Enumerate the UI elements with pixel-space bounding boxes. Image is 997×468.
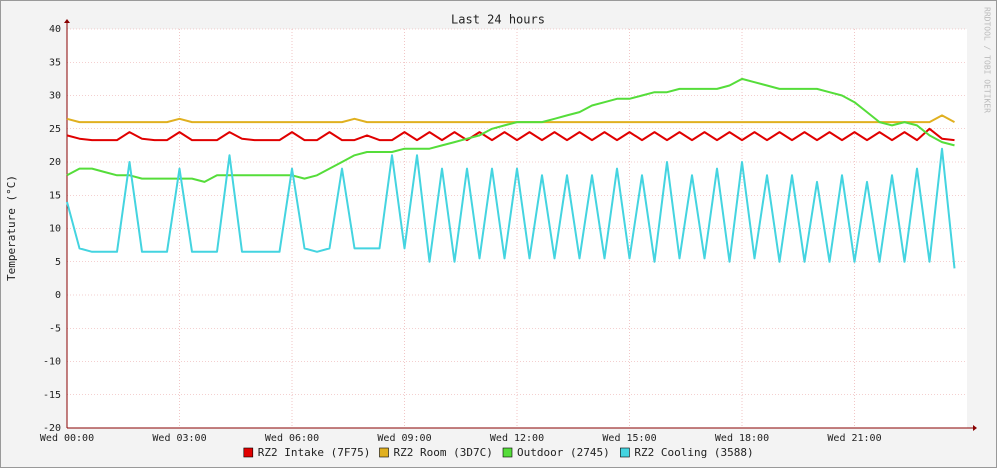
legend: RZ2 Intake (7F75) RZ2 Room (3D7C) Outdoor … (243, 446, 754, 459)
y-tick-label: 5 (55, 257, 61, 268)
x-tick-label: Wed 15:00 (602, 433, 656, 444)
series-line (66, 114, 955, 124)
y-tick-label: -5 (49, 323, 61, 334)
legend-swatch (502, 447, 513, 458)
x-tick-label: Wed 09:00 (377, 433, 431, 444)
series-line (66, 77, 955, 183)
legend-swatch (379, 447, 389, 458)
y-tick-label: -20 (43, 423, 61, 434)
x-tick-label: Wed 06:00 (265, 433, 319, 444)
y-axis-label: Temperature (°C) (5, 175, 18, 281)
y-tick-label: 0 (55, 290, 61, 301)
y-tick-label: -15 (43, 390, 61, 401)
legend-label: RZ2 Cooling (3588) (634, 446, 753, 459)
x-tick-label: Wed 12:00 (490, 433, 544, 444)
legend-swatch (620, 447, 630, 458)
y-tick-label: 35 (49, 57, 61, 68)
series-line (66, 147, 956, 269)
legend-label: RZ2 Room (3D7C) (394, 446, 493, 459)
y-tick-label: 15 (49, 190, 61, 201)
axis-arrow (64, 19, 70, 23)
series-line (66, 127, 955, 142)
chart-title: Last 24 hours (451, 13, 545, 27)
watermark: RRDTOOL / TOBI OETIKER (983, 7, 992, 113)
x-tick-label: Wed 18:00 (715, 433, 769, 444)
x-tick-label: Wed 00:00 (40, 433, 94, 444)
x-tick-label: Wed 21:00 (827, 433, 881, 444)
y-tick-label: 20 (49, 157, 61, 168)
legend-label: Outdoor (2745) (517, 446, 610, 459)
y-tick-label: 30 (49, 91, 61, 102)
x-tick-label: Wed 03:00 (152, 433, 206, 444)
y-tick-label: -10 (43, 357, 61, 368)
y-tick-label: 40 (49, 24, 61, 35)
axis-arrow (973, 425, 977, 431)
legend-label: RZ2 Intake (7F75) (258, 446, 371, 459)
y-tick-label: 10 (49, 224, 61, 235)
y-tick-label: 25 (49, 124, 61, 135)
legend-swatch (243, 447, 254, 458)
